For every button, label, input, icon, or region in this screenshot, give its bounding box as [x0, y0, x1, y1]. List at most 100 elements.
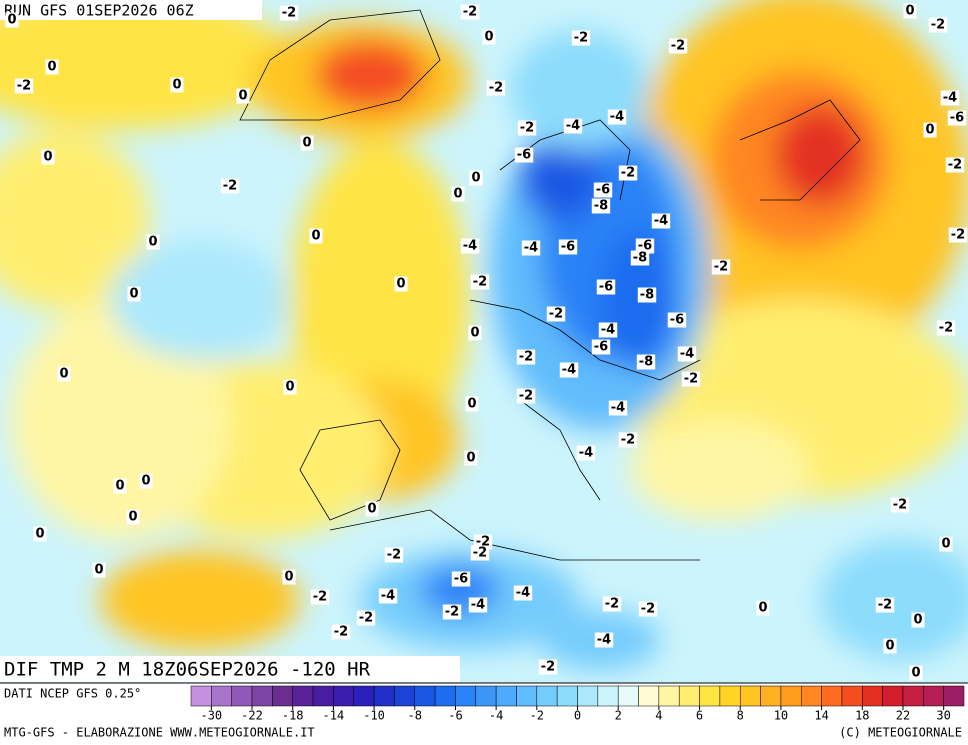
contour-labels: 0 -2 -20 -2-20-20-2 00-200-2 -4-4-6-200-2-6-8…: [5, 3, 968, 681]
contour-label-box: [394, 276, 408, 292]
colorbar-tick-label: -10: [363, 709, 385, 723]
contour-label-box: [637, 287, 657, 303]
contour-label: 0: [941, 537, 950, 552]
colorbar-swatch: [780, 685, 802, 707]
contour-label: -8: [594, 199, 608, 214]
contour-label: -4: [566, 119, 580, 134]
contour-label-box: [310, 589, 330, 605]
contour-label: 0: [148, 235, 157, 250]
colorbar-swatch: [678, 685, 700, 707]
contour-label: -2: [931, 18, 945, 33]
contour-label: -6: [950, 111, 964, 126]
contour-label-box: [756, 600, 770, 616]
contour-label: -6: [638, 239, 652, 254]
contour-label: -2: [549, 307, 563, 322]
contour-label: 0: [911, 666, 920, 681]
contour-label-box: [618, 165, 638, 181]
contour-label-box: [923, 122, 937, 138]
colorbar-tick-label: 4: [655, 709, 662, 723]
contour-label-box: [638, 601, 658, 617]
contour-label: -6: [599, 280, 613, 295]
contour-label: 0: [115, 479, 124, 494]
contour-label: -2: [223, 179, 237, 194]
colorbar-swatch: [190, 685, 212, 707]
contour-label-box: [936, 320, 956, 336]
contour-label-box: [602, 596, 622, 612]
colorbar-swatch: [251, 685, 273, 707]
contour-label-box: [630, 250, 650, 266]
contour-label: 0: [43, 150, 52, 165]
contour-label-box: [681, 371, 701, 387]
contour-label-box: [113, 478, 127, 494]
contour-label-box: [558, 239, 578, 255]
colorbar-tick-label: 0: [574, 709, 581, 723]
contour-label: -2: [641, 602, 655, 617]
contour-label: 0: [7, 13, 16, 28]
contour-label: -2: [313, 590, 327, 605]
colorbar-swatch: [719, 685, 741, 707]
contour-label: -4: [562, 363, 576, 378]
contour-label-box: [146, 234, 160, 250]
colorbar-tick-label: 10: [774, 709, 788, 723]
contour-label: 0: [141, 474, 150, 489]
contour-label: -2: [334, 625, 348, 640]
contour-label-box: [563, 118, 583, 134]
contour-label-box: [482, 29, 496, 45]
colorbar-swatch: [455, 685, 477, 707]
colorbar-swatch: [841, 685, 863, 707]
contour-label: -2: [893, 498, 907, 513]
contour-label: -4: [601, 323, 615, 338]
contour-label-box: [939, 536, 953, 552]
contour-label-box: [309, 228, 323, 244]
run-label: RUN GFS 01SEP2026 06Z: [4, 2, 194, 20]
contour-label-box: [14, 78, 34, 94]
footer-left: MTG-GFS - ELABORAZIONE WWW.METEOGIORNALE…: [4, 726, 315, 740]
contour-label-box: [635, 238, 655, 254]
contour-label: -2: [445, 605, 459, 620]
contour-label: 0: [285, 380, 294, 395]
contour-label-box: [618, 432, 638, 448]
colorbar-tick-label: -4: [489, 709, 503, 723]
contour-label-box: [465, 396, 479, 412]
contour-label: -4: [597, 633, 611, 648]
contour-label-box: [576, 445, 596, 461]
contour-label: -2: [574, 31, 588, 46]
colorbar-swatch: [760, 685, 782, 707]
contour-label-box: [559, 362, 579, 378]
contour-label: -4: [463, 239, 477, 254]
colorbar-swatch: [272, 685, 293, 707]
contour-label-box: [514, 147, 534, 163]
contour-label-box: [365, 501, 379, 517]
contour-label: 0: [758, 601, 767, 616]
contour-label-box: [283, 379, 297, 395]
map-title: DIF TMP 2 M 18Z06SEP2026 -120 HR: [4, 659, 371, 681]
contour-label-box: [667, 312, 687, 328]
contour-label-box: [451, 186, 465, 202]
contour-label-box: [909, 665, 923, 681]
colorbar-swatch: [801, 685, 822, 707]
contour-label: -2: [520, 121, 534, 136]
contour-label-box: [470, 274, 490, 290]
colorbar-swatch: [373, 685, 395, 707]
contour-label-box: [92, 562, 106, 578]
contour-label-box: [300, 135, 314, 151]
contour-label: -4: [610, 110, 624, 125]
colorbar-tick-label: -2: [530, 709, 544, 723]
contour-label-box: [41, 149, 55, 165]
contour-label: -2: [714, 260, 728, 275]
colorbar-tick-label: -14: [323, 709, 345, 723]
colorbar-swatch: [699, 685, 721, 707]
colorbar-swatch: [923, 685, 944, 707]
colorbar-swatch: [821, 685, 843, 707]
contour-label-box: [911, 612, 925, 628]
contour-label: -2: [17, 79, 31, 94]
colorbar: -30 -22 -18 -14 -10 -8 -6 -4 -2 0 2 4 6 8 10 14 18 22 30: [190, 685, 965, 723]
contour-label: -8: [633, 251, 647, 266]
contour-label: -8: [639, 355, 653, 370]
colorbar-tick-label: -30: [200, 709, 222, 723]
colorbar-swatch: [475, 685, 497, 707]
contour-label: -4: [943, 91, 957, 106]
contour-label-box: [945, 157, 965, 173]
contour-label-box: [236, 88, 250, 104]
